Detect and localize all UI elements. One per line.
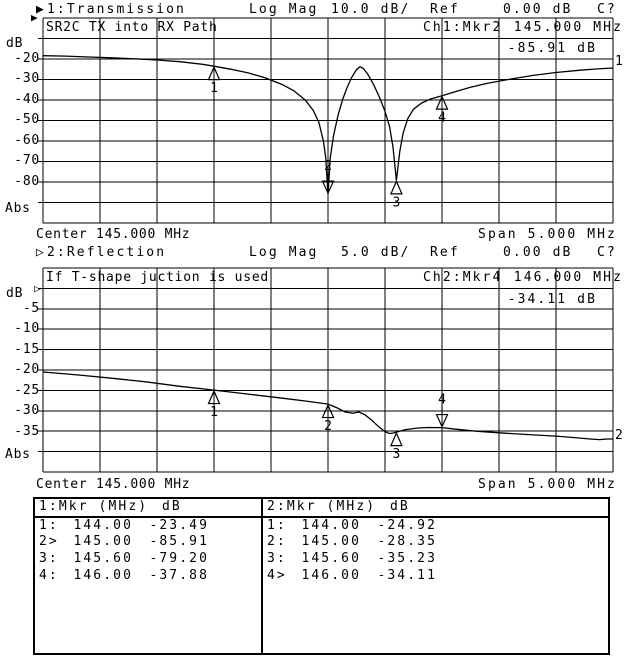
marker-number: 1: xyxy=(39,517,59,533)
ch1-center-freq: Center 145.000 MHz xyxy=(36,227,191,242)
ch2-cal-status: C? xyxy=(597,245,617,260)
ch2-header-label: 2:Reflection xyxy=(47,245,167,260)
ch1-table-header: 1:Mkr (MHz) xyxy=(39,499,149,514)
marker-db: -28.35 xyxy=(377,534,437,550)
ch1-y-axis-unit: dB xyxy=(6,36,24,51)
marker-number: 3: xyxy=(39,550,59,566)
ch1-format-label: Log Mag xyxy=(249,2,319,17)
marker-db: -24.92 xyxy=(377,517,437,533)
marker-number: 1: xyxy=(267,517,287,533)
ch2-y-axis-unit: dB xyxy=(6,286,24,301)
table-row: 2> 145.00 -85.91 xyxy=(39,534,211,551)
ch2-marker-readout-value: -34.11 dB xyxy=(507,292,597,307)
ch2-ytick: -30 xyxy=(14,403,40,418)
ch1-ref-label: Ref xyxy=(430,2,460,17)
ch2-ref-value: 0.00 dB xyxy=(503,245,573,260)
ch2-ytick: -25 xyxy=(14,383,40,398)
table-row: 1: 144.00 -24.92 xyxy=(267,517,439,534)
ch1-scale-label: 10.0 dB/ xyxy=(331,2,411,17)
ch2-ytick: -10 xyxy=(14,321,40,336)
ch1-table-db-header: dB xyxy=(162,499,182,514)
marker-db: -85.91 xyxy=(149,534,209,550)
ch1-ref-value: 0.00 dB xyxy=(503,2,573,17)
marker-db: -37.88 xyxy=(149,567,209,583)
table-row: 2: 145.00 -28.35 xyxy=(267,534,439,551)
marker-db: -79.20 xyxy=(149,550,209,566)
ch1-marker-readout-value: -85.91 dB xyxy=(507,41,597,56)
ch1-ytick: -20 xyxy=(14,51,40,66)
svg-text:1: 1 xyxy=(210,405,218,420)
svg-text:1: 1 xyxy=(210,81,218,96)
ch1-ref-position-icon: ▶ xyxy=(31,11,38,24)
marker-frequency: 146.00 xyxy=(73,567,133,583)
ch2-ytick: -20 xyxy=(14,362,40,377)
marker-frequency: 145.00 xyxy=(73,534,133,550)
svg-text:3: 3 xyxy=(392,447,400,462)
ch2-marker-readout-freq: 146.000 MHz xyxy=(513,270,623,285)
table-row: 3: 145.60 -79.20 xyxy=(39,550,211,567)
marker-number: 4: xyxy=(39,567,59,583)
ch1-active-indicator-icon: ▶ xyxy=(36,2,46,17)
svg-text:4: 4 xyxy=(438,393,446,408)
ch2-scale-label: 5.0 dB/ xyxy=(341,245,411,260)
ch1-span: Span 5.000 MHz xyxy=(478,227,617,242)
svg-text:4: 4 xyxy=(438,111,446,126)
marker-db: -35.23 xyxy=(377,550,437,566)
marker-number: 3: xyxy=(267,550,287,566)
ch1-trace-title: SR2C TX into RX Path xyxy=(46,20,218,35)
ch1-ytick: -80 xyxy=(14,174,40,189)
svg-text:2: 2 xyxy=(324,159,332,174)
ch2-ytick: -35 xyxy=(14,424,40,439)
ch2-table-db-header: dB xyxy=(390,499,410,514)
ch2-ytick: -5 xyxy=(22,301,40,316)
marker-db: -34.11 xyxy=(377,567,437,583)
marker-number: 4> xyxy=(267,567,287,583)
ch2-abs-label: Abs xyxy=(5,447,31,462)
table-row: 1: 144.00 -23.49 xyxy=(39,517,211,534)
marker-frequency: 146.00 xyxy=(301,567,361,583)
ch2-ytick: -15 xyxy=(14,342,40,357)
marker-number: 2: xyxy=(267,534,287,550)
ch1-abs-label: Abs xyxy=(5,201,31,216)
ch1-marker-readout-freq: 145.000 MHz xyxy=(513,20,623,35)
marker-number: 2> xyxy=(39,534,59,550)
ch1-header-label: 1:Transmission xyxy=(47,2,186,17)
transmission-chart: 1 2 3 4 xyxy=(38,17,614,224)
marker-table: 1:Mkr (MHz) dB 2:Mkr (MHz) dB 1: 144.00 … xyxy=(33,497,610,655)
table-row: 3: 145.60 -35.23 xyxy=(267,550,439,567)
ch1-ytick: -60 xyxy=(14,133,40,148)
table-row: 4> 146.00 -34.11 xyxy=(267,567,439,584)
ch2-trace-number: 2 xyxy=(615,428,625,443)
marker-frequency: 145.00 xyxy=(301,534,361,550)
ch1-trace-number: 1 xyxy=(615,54,625,69)
ch2-ref-label: Ref xyxy=(430,245,460,260)
ch2-format-label: Log Mag xyxy=(249,245,319,260)
ch2-trace-title: If T-shape juction is used xyxy=(46,270,269,285)
marker-table-header-line xyxy=(35,516,608,518)
ch2-ref-position-icon: ▷ xyxy=(34,282,41,295)
marker-frequency: 144.00 xyxy=(73,517,133,533)
marker-frequency: 145.60 xyxy=(73,550,133,566)
svg-text:2: 2 xyxy=(324,419,332,434)
svg-text:3: 3 xyxy=(392,195,400,210)
ch2-table-header: 2:Mkr (MHz) xyxy=(267,499,377,514)
ch2-active-indicator-icon: ▷ xyxy=(36,245,46,260)
ch2-span: Span 5.000 MHz xyxy=(478,477,617,492)
ch1-ytick: -70 xyxy=(14,153,40,168)
ch2-marker-rows: 1: 144.00 -24.92 2: 145.00 -28.35 3: 145… xyxy=(267,517,439,583)
ch1-ytick: -40 xyxy=(14,92,40,107)
marker-db: -23.49 xyxy=(149,517,209,533)
marker-frequency: 144.00 xyxy=(301,517,361,533)
reflection-chart: 1 2 3 4 xyxy=(38,267,614,473)
ch2-center-freq: Center 145.000 MHz xyxy=(36,477,191,492)
ch1-marker-rows: 1: 144.00 -23.49 2> 145.00 -85.91 3: 145… xyxy=(39,517,211,583)
ch1-ytick: -50 xyxy=(14,112,40,127)
table-row: 4: 146.00 -37.88 xyxy=(39,567,211,584)
ch1-ytick: -30 xyxy=(14,71,40,86)
ch1-cal-status: C? xyxy=(597,2,617,17)
marker-frequency: 145.60 xyxy=(301,550,361,566)
marker-table-divider xyxy=(261,499,263,653)
